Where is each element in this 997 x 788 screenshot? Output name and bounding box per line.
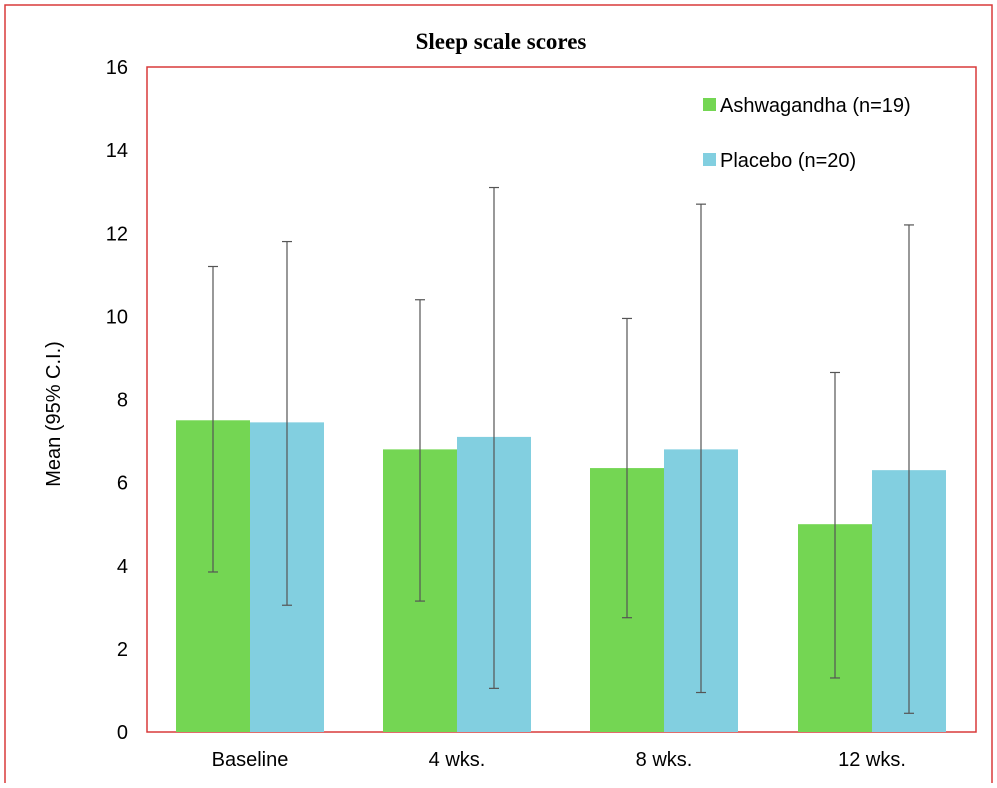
- legend-swatch-1: [703, 153, 716, 166]
- chart-title: Sleep scale scores: [416, 29, 587, 54]
- y-tick-label: 0: [117, 722, 128, 744]
- y-tick-label: 12: [106, 223, 128, 245]
- outer-frame: [4, 4, 993, 788]
- y-tick-label: 16: [106, 57, 128, 79]
- y-tick-label: 6: [117, 473, 128, 495]
- x-tick-label: 8 wks.: [636, 749, 693, 771]
- legend: Ashwagandha (n=19) Placebo (n=20): [703, 95, 911, 172]
- legend-label-0: Ashwagandha (n=19): [720, 95, 911, 117]
- x-tick-label: 12 wks.: [838, 749, 906, 771]
- legend-label-1: Placebo (n=20): [720, 150, 856, 172]
- legend-swatch-0: [703, 98, 716, 111]
- error-bars-layer: [208, 186, 914, 714]
- y-tick-label: 4: [117, 556, 128, 578]
- x-tick-label: 4 wks.: [429, 749, 486, 771]
- plot-area-frame: [146, 66, 977, 733]
- y-tick-label: 10: [106, 306, 128, 328]
- y-tick-label: 2: [117, 639, 128, 661]
- x-tick-label: Baseline: [212, 749, 289, 771]
- bars-layer: [176, 420, 946, 732]
- y-tick-label: 14: [106, 140, 128, 162]
- x-axis-ticks: Baseline 4 wks. 8 wks. 12 wks.: [212, 749, 906, 771]
- y-tick-label: 8: [117, 390, 128, 412]
- y-axis-title: Mean (95% C.I.): [43, 341, 65, 487]
- y-axis-ticks: 0 2 4 6 8 10 12 14 16: [106, 57, 128, 744]
